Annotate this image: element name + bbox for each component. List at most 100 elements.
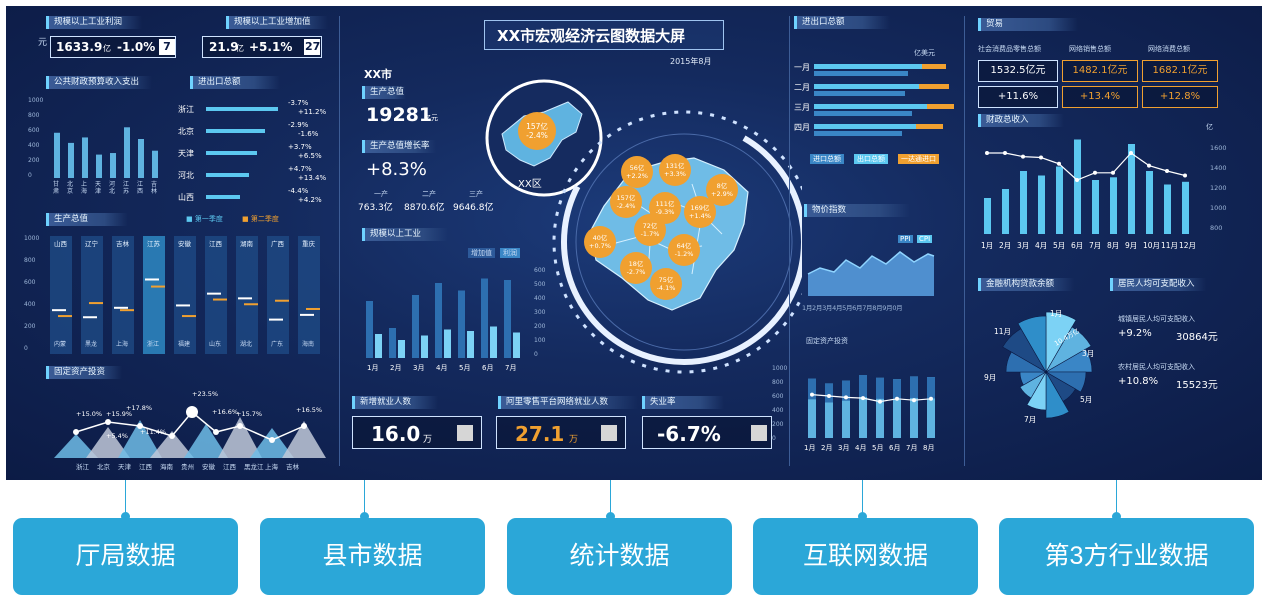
- budget-cat2: 林: [151, 187, 157, 194]
- unemp-indicator: [751, 425, 767, 441]
- map-bubble-value: 72亿: [642, 222, 658, 230]
- trade-right-bar-1: [814, 84, 919, 89]
- fixed-left-label: +23.5%: [192, 390, 218, 398]
- fiscal-chart: 1600 1400 1200 1000 800 1月 2月 3月 4月 5月 6月 7月 8月 9月 10月…: [981, 139, 1227, 250]
- fixed-left-triangle: [86, 427, 130, 458]
- gdp-column: [298, 236, 320, 354]
- income-title: 居民人均可支配收入: [1110, 278, 1206, 291]
- trade-right-chart: 一月 二月 三月 四月: [790, 56, 954, 146]
- map-bubble-change: -1.2%: [674, 250, 694, 258]
- ind-ytick: 400: [534, 295, 546, 302]
- map-bubble: 169亿 +1.4%: [684, 196, 716, 228]
- map-bubble: 64亿 -1.2%: [668, 234, 700, 266]
- fiscal-bar: [984, 198, 991, 234]
- fixed-left-point: [301, 423, 307, 429]
- fiscal-ytick: 800: [1210, 224, 1222, 232]
- rural-value: 15523元: [1176, 380, 1218, 391]
- trade-left-country: 河北: [178, 171, 194, 180]
- gdp-bottom-label: 广东: [271, 340, 283, 348]
- fixed-right-ytick: 200: [772, 421, 784, 428]
- gdp-q1-mark: [83, 316, 97, 319]
- ind-bar-b: [375, 334, 382, 358]
- gdp-cat: 江苏: [147, 239, 161, 248]
- map-bubble: 75亿 -4.1%: [650, 268, 682, 300]
- map-bubble-value: 40亿: [592, 234, 608, 242]
- profit-rank: 7: [159, 39, 175, 55]
- bureau-data-button[interactable]: 厅局数据: [13, 518, 238, 595]
- trade-left-change-a: +3.7%: [288, 143, 312, 151]
- fixed-left-label: +15.0%: [76, 410, 102, 418]
- ali-unit: 万: [569, 435, 579, 445]
- gdp-bottom-label: 山东: [209, 340, 221, 348]
- fixed-right-ytick: 600: [772, 393, 784, 400]
- fixed-left-label: +16.6%: [212, 408, 238, 416]
- map-bubble-value: 56亿: [629, 164, 645, 172]
- gdp-cat: 重庆: [302, 239, 316, 248]
- p2-value: 8870.6亿: [404, 203, 445, 213]
- trade-right-legend-3: 一达通进口: [898, 154, 939, 164]
- zone-name: XX区: [518, 179, 542, 190]
- budget-ytick: 1000: [28, 97, 43, 104]
- fixed-right-bar: [842, 380, 850, 438]
- map-bubble-value: 64亿: [676, 242, 692, 250]
- zone-bubble-change: -2.4%: [526, 131, 548, 140]
- trade-left-country: 天津: [178, 149, 194, 158]
- retail-title: 贸易: [978, 18, 1078, 31]
- budget-ytick: 800: [28, 112, 40, 119]
- gdp-column: [112, 236, 134, 354]
- city-growth-value: +8.3%: [366, 159, 427, 180]
- rose-month: 5月: [1080, 395, 1092, 404]
- budget-cat2: 京: [67, 187, 73, 194]
- fixed-left-point: [186, 406, 198, 418]
- ali-box: 27.1 万: [496, 416, 626, 449]
- price-legend-cpi: CPI: [917, 235, 933, 243]
- rose-slice: [1019, 371, 1047, 399]
- fiscal-point: [1111, 170, 1115, 175]
- fixed-right-point: [844, 395, 848, 400]
- gdp-q2-mark: [275, 299, 289, 302]
- budget-cat: 北: [67, 180, 73, 188]
- map-bubble: 72亿 -1.7%: [634, 214, 666, 246]
- fixed-right-ytick: 400: [772, 407, 784, 414]
- trade-left-change-b: +13.4%: [298, 174, 327, 182]
- connector-dot-4: [858, 512, 867, 521]
- statistics-data-button[interactable]: 统计数据: [507, 518, 732, 595]
- fixed-right-cat: 3月: [838, 444, 849, 452]
- fixed-left-point: [137, 423, 143, 429]
- divider-left: [339, 16, 340, 466]
- jobs-indicator: [457, 425, 473, 441]
- gdp-column: [81, 236, 103, 354]
- fixed-right-bar-top: [842, 380, 850, 401]
- rose-slice: [1045, 311, 1077, 374]
- internet-data-button[interactable]: 互联网数据: [753, 518, 978, 595]
- ind-bar-b: [444, 329, 451, 358]
- profit-side-label: 元: [38, 38, 48, 48]
- trade-left-change-a: +4.7%: [288, 165, 312, 173]
- connector-4: [862, 480, 863, 518]
- trade-left-change-b: -1.6%: [298, 130, 319, 138]
- fixed-left-label: +16.5%: [296, 406, 322, 414]
- trade-right-month: 一月: [794, 63, 810, 72]
- budget-cat2: 津: [95, 188, 101, 194]
- fixed-right-point: [810, 392, 814, 397]
- industry-data-button[interactable]: 第3方行业数据: [999, 518, 1254, 595]
- fixed-right-bar-top: [825, 383, 833, 403]
- retail-h1: 社会消费品零售总额: [978, 45, 1041, 53]
- rose-slice: [1045, 370, 1070, 419]
- ind-bar-b: [398, 340, 405, 358]
- fixed-right-cat: 7月: [906, 444, 917, 452]
- budget-cat2: 西: [137, 188, 143, 194]
- map-bubble-change: -4.1%: [656, 284, 676, 292]
- county-data-button[interactable]: 县市数据: [260, 518, 485, 595]
- fixed-right-cat: 5月: [872, 444, 883, 452]
- gdp-q2-mark: [306, 307, 320, 310]
- fixed-right-bar: [876, 377, 884, 438]
- budget-cat: 天: [95, 181, 101, 188]
- gdp-cat: 江西: [209, 240, 223, 248]
- fixed-left-triangle: [184, 424, 228, 458]
- fixed-left-triangle: [150, 431, 194, 458]
- fixed-left-label: +15.9%: [106, 410, 132, 418]
- rural-change: +10.8%: [1118, 376, 1159, 387]
